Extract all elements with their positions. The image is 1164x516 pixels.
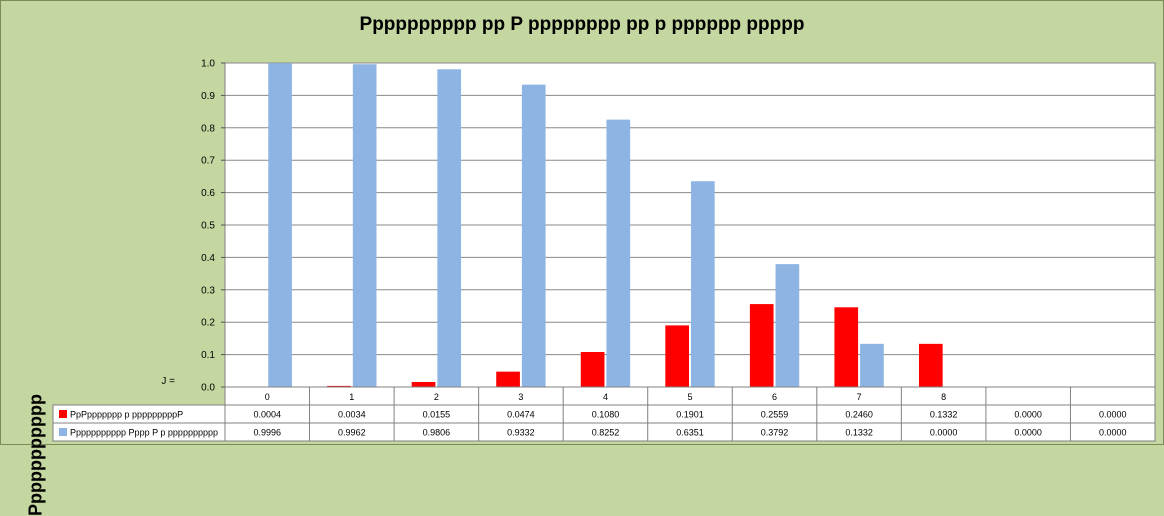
bar-series-2 <box>268 63 292 387</box>
data-label: 0.2460 <box>845 410 873 420</box>
bar-series-2 <box>437 69 461 387</box>
bar-series-1 <box>919 344 943 387</box>
y-tick-label: 0.2 <box>201 318 215 329</box>
data-label: 0.1332 <box>845 428 873 438</box>
data-label: 0.1901 <box>676 410 704 420</box>
data-label: 0.3792 <box>761 428 789 438</box>
data-label: 0.0155 <box>423 410 451 420</box>
data-label: 0.8252 <box>592 428 620 438</box>
data-label: 0.0000 <box>930 428 958 438</box>
x-tick-label: 0 <box>265 392 270 402</box>
y-tick-label: 0.4 <box>201 253 215 264</box>
data-label: 0.9996 <box>254 428 282 438</box>
data-label: 0.1080 <box>592 410 620 420</box>
data-label: 0.6351 <box>676 428 704 438</box>
bar-series-1 <box>665 325 689 387</box>
data-label: 0.2559 <box>761 410 789 420</box>
y-tick-label: 0.1 <box>201 350 215 361</box>
data-label: 0.9806 <box>423 428 451 438</box>
bar-series-2 <box>860 344 884 387</box>
legend-key <box>59 428 67 436</box>
data-label: 0.0000 <box>1099 428 1127 438</box>
x-tick-label: 4 <box>603 392 608 402</box>
bar-series-2 <box>691 181 715 387</box>
x-axis-prefix: J = <box>161 376 175 387</box>
x-tick-label: 8 <box>941 392 946 402</box>
bar-series-1 <box>834 307 858 387</box>
legend-label: Ppppppppppp Pppp P p pppppppppp <box>70 428 218 438</box>
bar-series-1 <box>581 352 605 387</box>
y-tick-label: 0.7 <box>201 156 215 167</box>
y-tick-label: 0.0 <box>201 383 215 394</box>
x-tick-label: 7 <box>857 392 862 402</box>
y-tick-label: 1.0 <box>201 59 215 70</box>
data-label: 0.0000 <box>1099 410 1127 420</box>
x-tick-label: 1 <box>349 392 354 402</box>
y-tick-label: 0.6 <box>201 188 215 199</box>
bar-series-2 <box>776 264 800 387</box>
bar-series-1 <box>750 304 774 387</box>
x-tick-label: 5 <box>687 392 692 402</box>
y-tick-label: 0.5 <box>201 221 215 232</box>
bar-series-2 <box>353 64 377 387</box>
legend-key <box>59 410 67 418</box>
data-label: 0.0000 <box>1014 428 1042 438</box>
data-label: 0.9332 <box>507 428 535 438</box>
data-label: 0.0004 <box>254 410 282 420</box>
legend-label: PpPppppppp p pppppppppP <box>70 410 183 420</box>
y-tick-label: 0.9 <box>201 91 215 102</box>
data-label: 0.1332 <box>930 410 958 420</box>
x-tick-label: 3 <box>518 392 523 402</box>
bar-series-2 <box>606 120 630 387</box>
bar-series-1 <box>496 372 520 387</box>
bar-chart: 0.0 0.1 0.2 0.3 0.4 0.5 0.6 0.7 0.8 0.9 1.0 J = 0 1 2 3… <box>0 0 1164 445</box>
y-tick-label: 0.8 <box>201 123 215 134</box>
y-tick-label: 0.3 <box>201 285 215 296</box>
x-tick-label: 2 <box>434 392 439 402</box>
data-label: 0.0034 <box>338 410 366 420</box>
data-label: 0.0000 <box>1014 410 1042 420</box>
bar-series-1 <box>412 382 436 387</box>
bar-series-2 <box>522 85 546 387</box>
data-label: 0.0474 <box>507 410 535 420</box>
data-label: 0.9962 <box>338 428 366 438</box>
x-tick-label: 6 <box>772 392 777 402</box>
